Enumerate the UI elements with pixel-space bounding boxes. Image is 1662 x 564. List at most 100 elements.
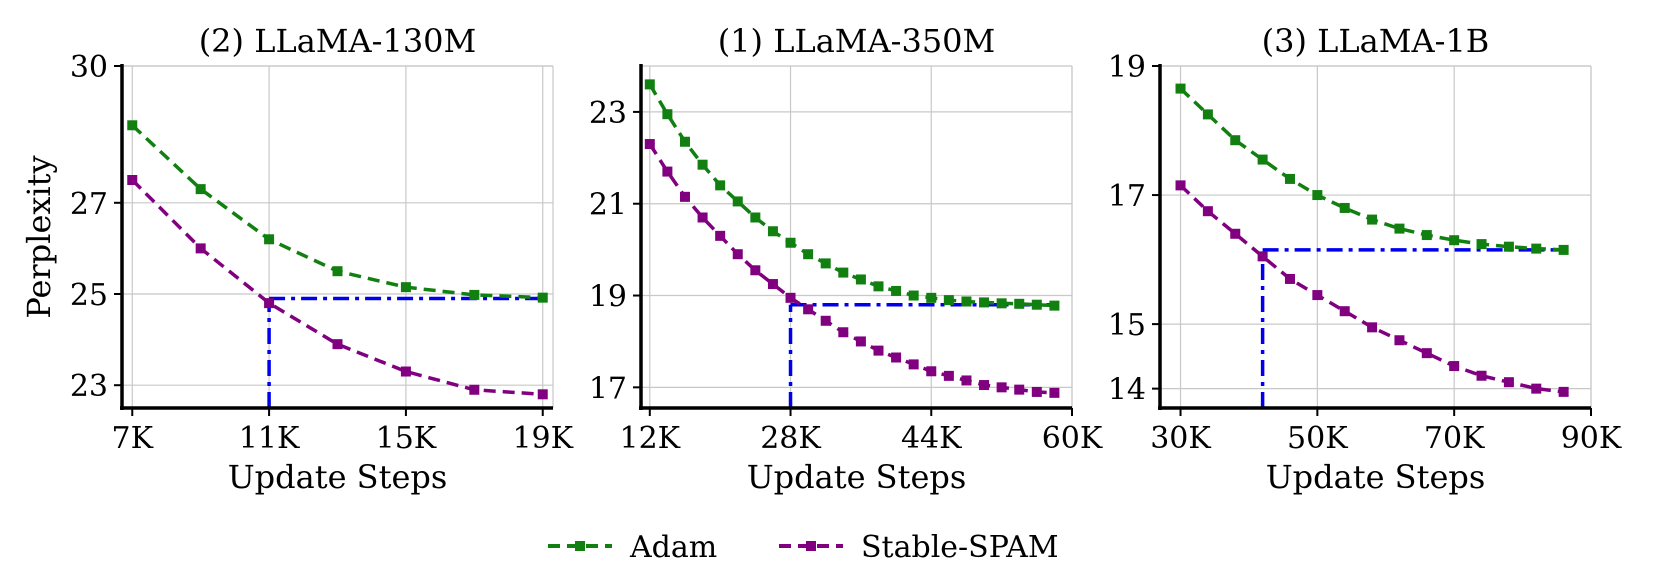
data-point-adam [1339,202,1350,213]
data-point-stable-spam [1284,273,1295,284]
x-axis-label: Update Steps [747,458,967,496]
data-point-adam [1312,190,1323,201]
data-point-stable-spam [1312,290,1323,301]
data-point-stable-spam [1503,377,1514,388]
data-point-adam [1031,299,1042,310]
data-point-stable-spam [1421,348,1432,359]
data-point-adam [908,290,919,301]
x-tick-label: 90K [1561,421,1622,456]
y-tick-label: 17 [1108,179,1146,214]
data-point-adam [732,196,743,207]
y-tick-label: 14 [1108,373,1146,408]
data-point-adam [400,282,411,293]
chart-title: (2) LLaMA-130M [199,22,477,60]
data-point-stable-spam [195,243,206,254]
x-tick-label: 30K [1150,421,1211,456]
data-point-adam [1503,241,1514,252]
data-point-stable-spam [750,265,761,276]
x-tick-label: 7K [112,421,154,456]
data-point-adam [820,258,831,269]
data-point-adam [537,292,548,303]
y-tick-label: 21 [589,188,627,223]
data-point-adam [1014,298,1025,309]
data-point-stable-spam [979,380,990,391]
y-tick-label: 27 [70,187,108,222]
data-point-stable-spam [908,359,919,370]
data-point-adam [1175,83,1186,94]
x-tick-label: 11K [239,421,300,456]
data-point-stable-spam [679,191,690,202]
data-point-adam [785,237,796,248]
y-tick-label: 25 [70,278,108,313]
data-point-stable-spam [1230,228,1241,239]
data-point-adam [750,212,761,223]
data-point-adam [891,285,902,296]
data-point-stable-spam [803,304,814,315]
data-point-adam [979,297,990,308]
legend: Adam Stable-SPAM [548,530,1059,564]
data-point-stable-spam [1449,361,1460,372]
data-point-adam [1476,239,1487,250]
data-point-adam [1531,243,1542,254]
chart-panel-2: 12K 28K 44K 60K 17 19 21 23 (1) LLaMA-350M Update… [589,22,1103,496]
data-point-adam [1449,235,1460,246]
x-tick-label: 15K [376,421,437,456]
data-point-stable-spam [767,279,778,290]
data-point-stable-spam [838,327,849,338]
data-point-adam [679,136,690,147]
x-tick-label: 19K [512,421,573,456]
series-line-stable-spam [648,143,1055,395]
data-point-stable-spam [1049,387,1060,398]
data-point-adam [1049,300,1060,311]
x-tick-label: 70K [1424,421,1485,456]
data-point-adam [715,180,726,191]
series-line-adam [648,83,1055,308]
series-line-stable-spam [131,178,543,397]
data-point-stable-spam [873,345,884,356]
data-point-adam [996,298,1007,309]
data-point-adam [1284,173,1295,184]
data-point-stable-spam [127,175,138,185]
data-point-stable-spam [264,298,275,309]
data-point-stable-spam [1367,322,1378,333]
x-axis-label: Update Steps [228,458,448,496]
data-point-adam [855,274,866,285]
data-point-adam [1257,154,1268,165]
data-point-adam [943,295,954,306]
data-point-adam [1394,223,1405,234]
y-tick-label: 30 [70,50,108,85]
chart-title: (3) LLaMA-1B [1262,22,1490,60]
data-point-adam [195,184,206,195]
data-point-stable-spam [469,384,480,395]
data-point-stable-spam [820,315,831,326]
data-point-adam [961,296,972,307]
data-point-adam [926,292,937,303]
data-point-stable-spam [1531,383,1542,394]
x-axis-label: Update Steps [1266,458,1486,496]
data-point-stable-spam [1175,180,1186,191]
data-point-stable-spam [1014,384,1025,395]
x-tick-label: 12K [619,421,680,456]
data-point-stable-spam [1558,386,1569,397]
chart-panel-1: 7K 11K 15K 19K 23 25 27 30 (2) LLaMA-130M Update … [20,22,574,496]
data-point-adam [803,249,814,260]
data-point-adam [469,289,480,300]
data-point-stable-spam [662,166,673,177]
data-point-adam [767,226,778,237]
legend-adam-label: Adam [629,530,717,564]
data-point-stable-spam [1202,206,1213,217]
legend-adam-marker [575,541,585,551]
x-tick-label: 50K [1287,421,1348,456]
data-point-stable-spam [891,352,902,363]
data-point-adam [1558,244,1569,255]
data-point-adam [838,267,849,278]
data-point-adam [332,266,343,277]
data-point-stable-spam [332,339,343,350]
chart-title: (1) LLaMA-350M [718,22,996,60]
data-point-adam [1230,135,1241,146]
y-tick-label: 19 [1108,50,1146,85]
data-point-stable-spam [1476,370,1487,381]
y-tick-label: 17 [589,371,627,406]
y-tick-label: 15 [1108,308,1146,343]
